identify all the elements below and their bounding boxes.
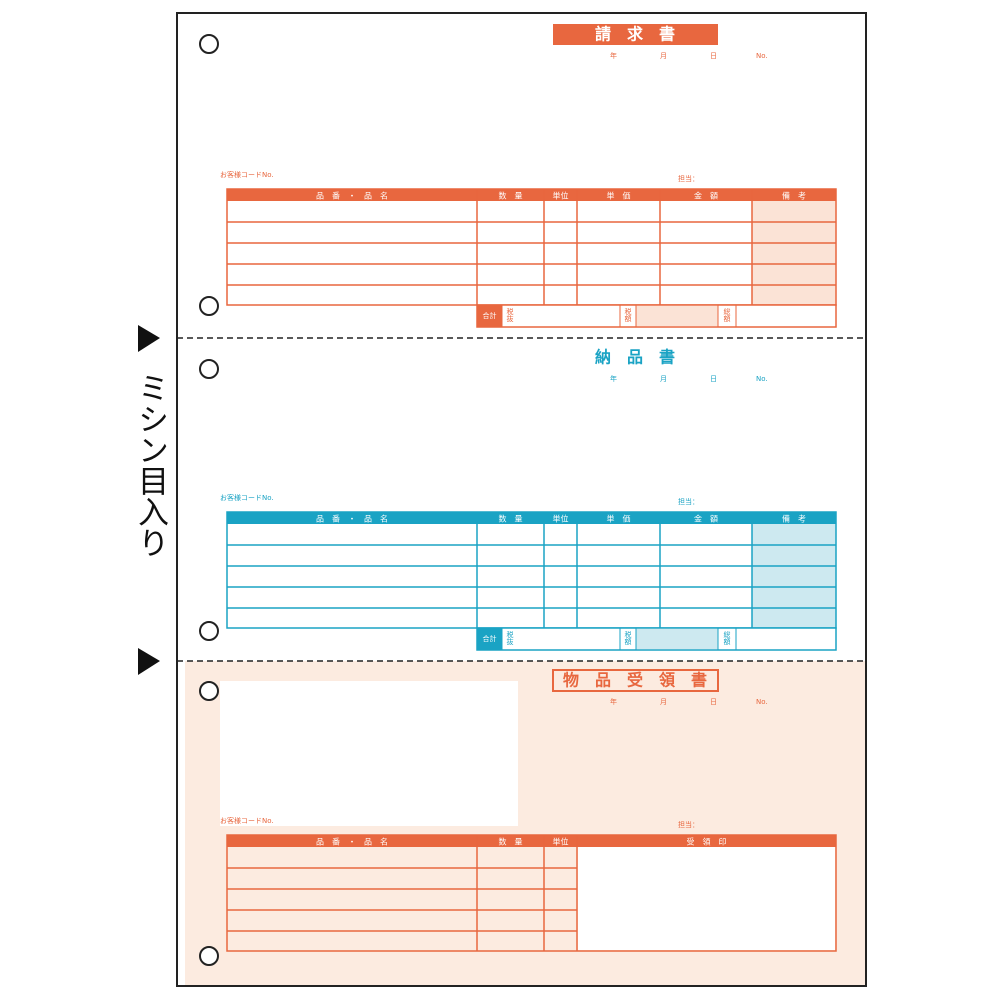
total-label-box — [477, 305, 502, 327]
column-header: 単 価 — [607, 514, 631, 524]
arrow — [138, 325, 160, 352]
table-header — [227, 512, 836, 524]
column-header: 品 番 ・ 品 名 — [316, 191, 388, 201]
punch-hole — [199, 681, 219, 701]
title: 請 求 書 — [595, 25, 675, 44]
title: 物 品 受 領 書 — [563, 671, 707, 690]
footer-label: 合計 — [483, 634, 497, 643]
title: 納 品 書 — [595, 348, 675, 367]
date-label: 年 — [610, 374, 617, 383]
column-header: 備 考 — [782, 514, 806, 524]
table-border — [226, 511, 837, 629]
staff-label: 担当： — [678, 174, 699, 183]
column-header: 受 領 印 — [687, 837, 727, 847]
column-header: 単位 — [553, 837, 569, 847]
title-box — [553, 24, 718, 45]
date-label: 日 — [710, 698, 717, 706]
punch-hole — [199, 946, 219, 966]
column-header: 数 量 — [499, 191, 523, 201]
total-label-box — [477, 628, 502, 650]
staff-label: 担当： — [678, 820, 699, 829]
staff-label: 担当： — [678, 497, 699, 506]
date-label: 月 — [660, 698, 667, 706]
footer-label: 税抜 — [506, 307, 514, 323]
title-box — [552, 669, 719, 692]
column-header: 数 量 — [499, 837, 523, 847]
receipt-stamp-area — [578, 847, 835, 950]
date-label: No. — [756, 375, 768, 383]
table-border — [226, 834, 837, 952]
sheet-border — [176, 12, 867, 987]
column-header: 単 価 — [607, 191, 631, 201]
date-label: 日 — [710, 375, 717, 383]
arrow — [138, 648, 160, 675]
footer-label: 総額 — [723, 630, 731, 646]
footer-label: 税額 — [624, 307, 632, 323]
punch-hole — [199, 621, 219, 641]
date-label: 月 — [660, 375, 667, 383]
footer-label: 総額 — [723, 307, 731, 323]
date-label: 月 — [660, 52, 667, 60]
remarks-shade — [752, 201, 836, 305]
column-header: 備 考 — [782, 191, 806, 201]
date-label: 日 — [710, 52, 717, 60]
footer-label: 税額 — [624, 630, 632, 646]
column-header: 単位 — [553, 514, 569, 524]
column-header: 金 額 — [694, 191, 718, 201]
table-border — [226, 188, 837, 306]
date-label: No. — [756, 52, 768, 60]
column-header: 品 番 ・ 品 名 — [316, 837, 388, 847]
customer-code-label: お客様コードNo. — [220, 170, 274, 179]
column-header: 単位 — [553, 191, 569, 201]
date-label: No. — [756, 698, 768, 706]
punch-hole — [199, 359, 219, 379]
footer-label: 税抜 — [506, 630, 514, 646]
tax-shade — [636, 629, 718, 649]
side-label: ミシン目入り — [132, 372, 168, 558]
column-header: 数 量 — [499, 514, 523, 524]
column-header: 品 番 ・ 品 名 — [316, 514, 388, 524]
table-header — [227, 189, 836, 201]
remarks-shade — [752, 524, 836, 628]
punch-hole — [199, 296, 219, 316]
tax-shade — [636, 306, 718, 326]
date-label: 年 — [610, 697, 617, 706]
punch-hole — [199, 34, 219, 54]
date-label: 年 — [610, 51, 617, 60]
customer-code-label: お客様コードNo. — [220, 493, 274, 502]
column-header: 金 額 — [694, 514, 718, 524]
address-window — [220, 681, 518, 826]
table-header — [227, 835, 836, 847]
customer-code-label: お客様コードNo. — [220, 816, 274, 825]
footer-label: 合計 — [483, 311, 497, 320]
